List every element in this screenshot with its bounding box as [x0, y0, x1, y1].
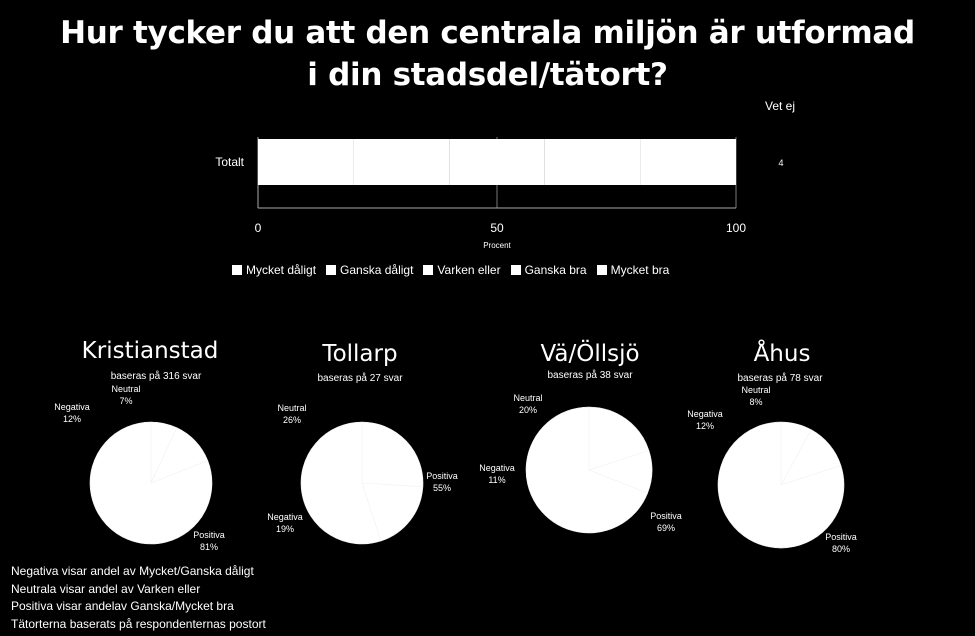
pie-title: Kristianstad [81, 338, 219, 364]
pie-slice [717, 421, 845, 549]
pie-slice-label: Positiva 69% [650, 511, 682, 533]
pie-slice [300, 421, 382, 545]
chart-title-line-2: i din stadsdel/tätort? [307, 57, 668, 93]
bar-segment [544, 139, 641, 185]
pie-subtitle: baseras på 316 svar [110, 371, 202, 382]
footnote: Neutrala visar andel av Varken eller [11, 581, 201, 596]
footnote: Negativa visar andel av Mycket/Ganska då… [11, 564, 254, 578]
legend-item: Ganska bra [510, 263, 587, 277]
x-axis-title: Procent [483, 241, 511, 250]
legend-swatch [232, 265, 242, 275]
legend-label: Varken eller [437, 263, 501, 277]
pie-subtitle: baseras på 27 svar [317, 373, 403, 384]
footnote: Positiva visar andelav Ganska/Mycket bra [11, 599, 234, 613]
pie-subtitle: baseras på 38 svar [547, 370, 633, 381]
bar-segment [640, 139, 736, 185]
vet-ej-value: 4 [778, 158, 783, 168]
pie-slice [89, 421, 213, 545]
chart-title: Hur tycker du att den centrala miljön är… [0, 12, 975, 96]
pie-slice-label: Neutral 20% [513, 393, 543, 415]
legend-label: Ganska bra [524, 263, 587, 277]
pie-slice-label: Positiva 80% [825, 532, 857, 554]
stacked-bar-chart: 0 50 100 Totalt Procent Vet ej 4 [215, 99, 795, 250]
legend-label: Mycket bra [610, 263, 670, 277]
pie-slice-label: Negativa 12% [687, 409, 723, 431]
pie-chart [717, 421, 845, 549]
bar-legend: Mycket dåligt Ganska dåligt Varken eller Ga… [232, 263, 669, 277]
x-tick-label: 100 [726, 221, 746, 235]
pie-slice [525, 406, 648, 534]
legend-item: Mycket dåligt [232, 263, 316, 277]
x-tick-label: 0 [255, 221, 262, 235]
pie-slice-label: Negativa 12% [54, 402, 90, 424]
pie-slice-label: Positiva 81% [193, 530, 225, 552]
pie-slice [588, 406, 650, 471]
x-tick-label: 50 [490, 221, 504, 235]
pie-slice-label: Neutral 8% [741, 385, 771, 407]
chart-title-line-1: Hur tycker du att den centrala miljön är… [60, 15, 915, 51]
pie-slice [361, 482, 424, 542]
pie-subtitle: baseras på 78 svar [737, 373, 823, 384]
pie-slice-label: Neutral 7% [111, 384, 141, 406]
legend-swatch [326, 265, 337, 275]
footnote: Tätorterna baserats på respondenternas p… [11, 616, 266, 631]
legend-swatch [510, 265, 521, 275]
vet-ej-header: Vet ej [765, 99, 795, 113]
legend-label: Ganska dåligt [340, 263, 414, 277]
legend-swatch [423, 265, 434, 275]
pie-slice-label: Positiva 55% [426, 471, 458, 493]
legend-item: Varken eller [423, 263, 501, 277]
pie-title: Åhus [753, 341, 811, 367]
pie-slice-label: Negativa 19% [267, 512, 303, 534]
pie-slice-label: Neutral 26% [277, 403, 307, 425]
bar-segment [258, 139, 354, 185]
pie-chart [525, 406, 653, 534]
pie-chart [300, 421, 424, 545]
bar-segment [449, 139, 545, 185]
pie-slice [361, 421, 424, 488]
bar-segment [353, 139, 450, 185]
footnotes: Negativa visar andel av Mycket/Ganska då… [11, 563, 266, 633]
pie-title: Tollarp [322, 341, 398, 367]
legend-item: Ganska dåligt [326, 263, 413, 277]
legend-label: Mycket dåligt [246, 263, 317, 277]
legend-swatch [596, 265, 607, 275]
legend-item: Mycket bra [596, 263, 670, 277]
category-label: Totalt [215, 155, 244, 169]
pie-title: Vä/Öllsjö [540, 341, 640, 367]
pie-slice-label: Negativa 11% [479, 463, 515, 485]
pie-chart [89, 421, 213, 545]
